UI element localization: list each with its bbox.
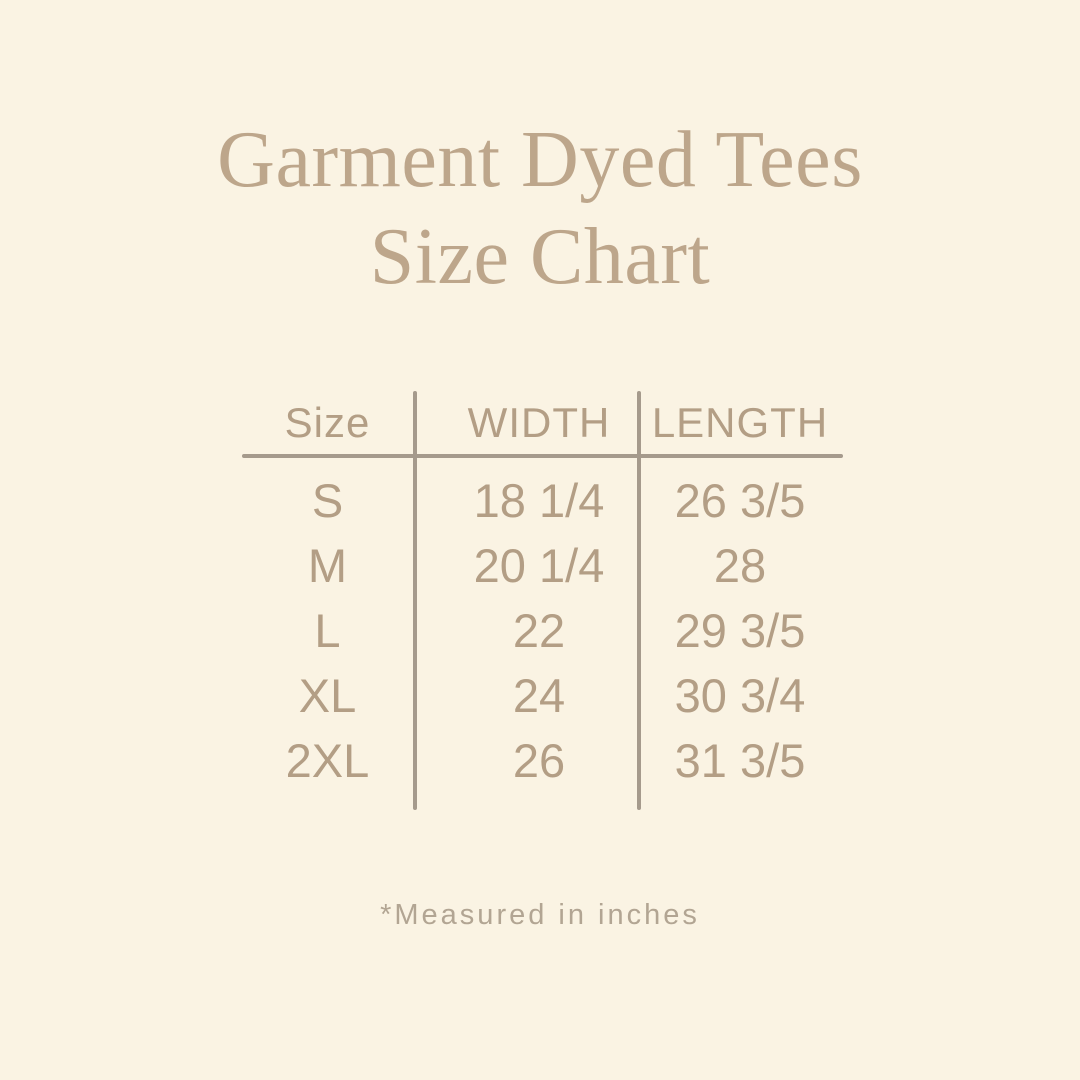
table-row: M 20 1/4 28	[242, 533, 843, 598]
header-length: LENGTH	[651, 398, 829, 446]
cell-length: 29 3/5	[674, 604, 806, 657]
measurement-footnote: *Measured in inches	[380, 899, 700, 931]
cell-length: 31 3/5	[674, 734, 806, 787]
page-title: Garment Dyed Tees Size Chart	[0, 112, 1080, 306]
cell-width: 20 1/4	[473, 539, 605, 592]
header-size: Size	[284, 398, 371, 446]
column-divider-2	[637, 391, 641, 810]
table-body: S 18 1/4 26 3/5 M 20 1/4 28 L 22 29 3/5 …	[242, 458, 843, 793]
table-header-row: Size WIDTH LENGTH	[242, 391, 843, 454]
cell-size: 2XL	[285, 734, 370, 787]
cell-length: 28	[713, 539, 767, 592]
cell-width: 26	[512, 734, 566, 787]
title-line-2: Size Chart	[369, 212, 711, 301]
header-width: WIDTH	[467, 398, 611, 446]
title-line-1: Garment Dyed Tees	[217, 116, 863, 204]
table-row: S 18 1/4 26 3/5	[242, 468, 843, 533]
table-row: L 22 29 3/5	[242, 598, 843, 663]
cell-size: M	[307, 539, 348, 592]
column-divider-1	[413, 391, 417, 810]
cell-size: L	[314, 604, 341, 657]
table-row: 2XL 26 31 3/5	[242, 728, 843, 793]
cell-width: 24	[512, 669, 566, 722]
cell-size: S	[311, 474, 344, 527]
cell-width: 22	[512, 604, 566, 657]
cell-length: 26 3/5	[674, 474, 806, 527]
size-table: Size WIDTH LENGTH S 18 1/4 26 3/5 M 20 1…	[242, 391, 843, 810]
cell-size: XL	[298, 669, 357, 722]
cell-width: 18 1/4	[473, 474, 605, 527]
header-underline-divider	[242, 454, 843, 458]
cell-length: 30 3/4	[674, 669, 806, 722]
table-row: XL 24 30 3/4	[242, 663, 843, 728]
